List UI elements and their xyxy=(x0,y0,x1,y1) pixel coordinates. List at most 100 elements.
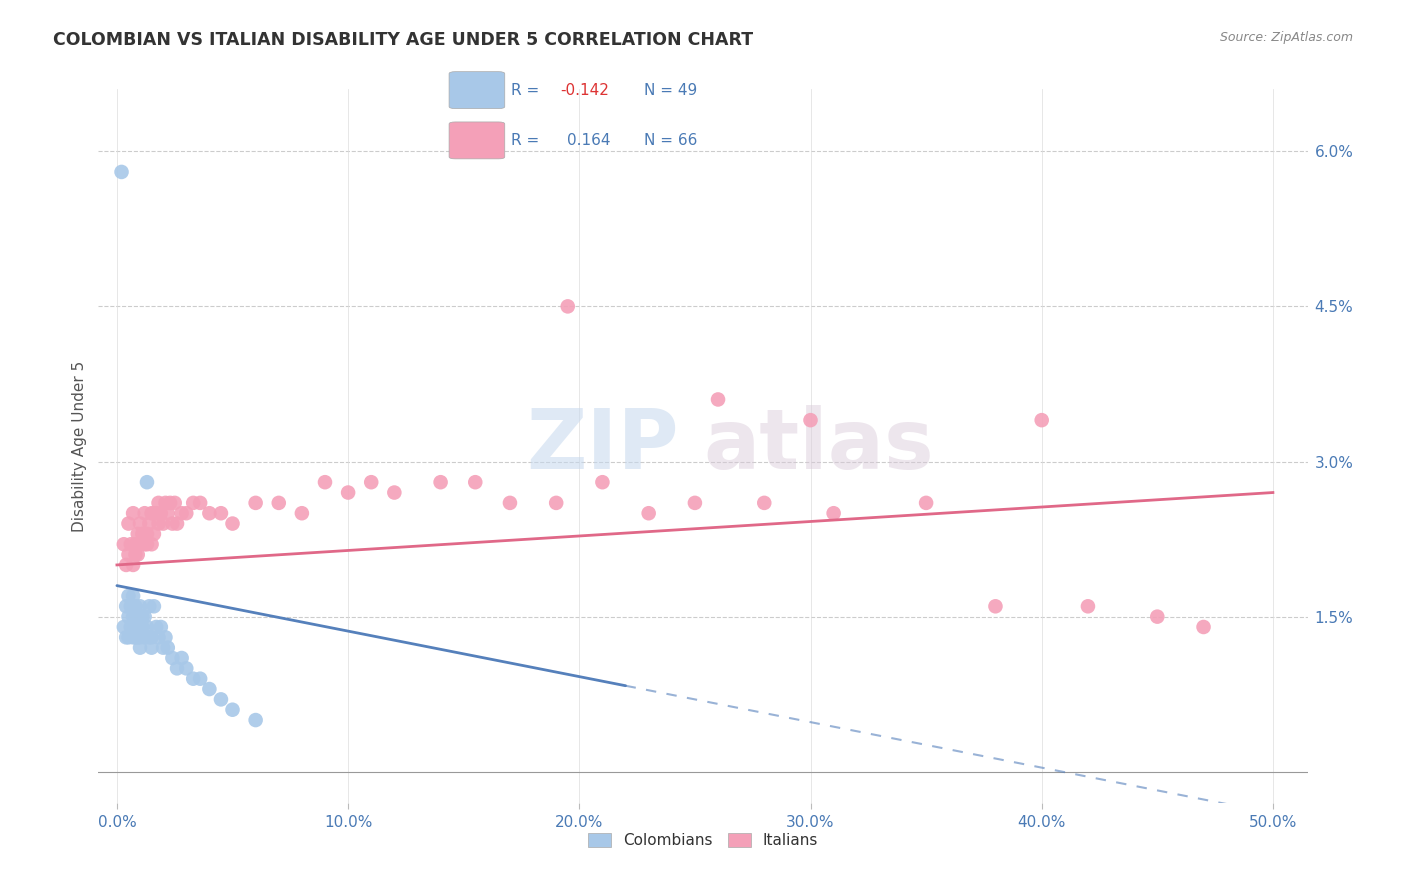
Point xyxy=(291,506,314,520)
Point xyxy=(683,496,706,510)
Point xyxy=(245,713,267,727)
Point xyxy=(155,496,177,510)
Point xyxy=(127,609,149,624)
Point xyxy=(112,537,135,551)
Point xyxy=(131,620,153,634)
Point xyxy=(499,496,522,510)
Point xyxy=(138,599,160,614)
Text: Source: ZipAtlas.com: Source: ZipAtlas.com xyxy=(1219,31,1353,45)
Point xyxy=(637,506,659,520)
Text: COLOMBIAN VS ITALIAN DISABILITY AGE UNDER 5 CORRELATION CHART: COLOMBIAN VS ITALIAN DISABILITY AGE UNDE… xyxy=(53,31,754,49)
Point xyxy=(754,496,776,510)
Point xyxy=(124,630,146,644)
Point xyxy=(166,661,188,675)
Point xyxy=(115,599,138,614)
Point xyxy=(181,672,204,686)
Point xyxy=(149,506,172,520)
Point xyxy=(122,630,145,644)
Point xyxy=(138,630,160,644)
Point xyxy=(129,599,152,614)
Point xyxy=(117,609,139,624)
Point xyxy=(127,548,149,562)
Point xyxy=(141,630,163,644)
Point xyxy=(245,496,267,510)
Point xyxy=(591,475,613,490)
Point xyxy=(162,516,184,531)
Text: R =: R = xyxy=(510,133,548,148)
Point xyxy=(122,558,145,572)
Point xyxy=(141,537,163,551)
Text: R =: R = xyxy=(510,83,544,97)
Point xyxy=(148,516,170,531)
Point xyxy=(145,620,167,634)
Point xyxy=(174,661,197,675)
Point xyxy=(148,496,170,510)
Point xyxy=(136,537,159,551)
Point xyxy=(149,620,172,634)
Point xyxy=(174,506,197,520)
Point xyxy=(142,506,165,520)
Point xyxy=(127,630,149,644)
Point xyxy=(156,506,179,520)
Point xyxy=(163,496,186,510)
Point xyxy=(115,558,138,572)
Point xyxy=(134,630,156,644)
Text: atlas: atlas xyxy=(703,406,934,486)
Point xyxy=(1146,609,1168,624)
Point xyxy=(136,527,159,541)
Point xyxy=(134,537,156,551)
Point xyxy=(152,640,174,655)
Point xyxy=(360,475,382,490)
Point xyxy=(142,527,165,541)
Point xyxy=(129,630,152,644)
Point xyxy=(221,703,243,717)
Text: -0.142: -0.142 xyxy=(561,83,609,97)
Point xyxy=(138,516,160,531)
Point xyxy=(117,630,139,644)
Point xyxy=(546,496,568,510)
Point xyxy=(188,496,211,510)
Point xyxy=(1031,413,1053,427)
Point xyxy=(120,537,142,551)
Point xyxy=(127,620,149,634)
Text: N = 49: N = 49 xyxy=(644,83,697,97)
Point xyxy=(145,506,167,520)
Point xyxy=(134,506,156,520)
Point xyxy=(122,506,145,520)
Point xyxy=(429,475,451,490)
Point xyxy=(129,516,152,531)
Point xyxy=(337,485,360,500)
FancyBboxPatch shape xyxy=(449,122,505,159)
Point xyxy=(267,496,290,510)
Point xyxy=(117,516,139,531)
Point xyxy=(209,692,232,706)
Point xyxy=(464,475,486,490)
Point xyxy=(136,475,159,490)
Point xyxy=(124,537,146,551)
Point xyxy=(382,485,405,500)
Point xyxy=(188,672,211,686)
Point xyxy=(209,506,232,520)
Point xyxy=(142,599,165,614)
Point xyxy=(198,506,221,520)
Text: N = 66: N = 66 xyxy=(644,133,697,148)
Point xyxy=(124,599,146,614)
Point xyxy=(156,640,179,655)
Point xyxy=(221,516,243,531)
Point xyxy=(129,537,152,551)
Point xyxy=(122,589,145,603)
Point xyxy=(1192,620,1215,634)
Point xyxy=(557,299,579,313)
Point xyxy=(131,527,153,541)
Point xyxy=(129,620,152,634)
Point xyxy=(152,516,174,531)
Point xyxy=(170,651,193,665)
Point xyxy=(170,506,193,520)
Point xyxy=(122,609,145,624)
Point xyxy=(181,496,204,510)
Point xyxy=(707,392,730,407)
Point xyxy=(1077,599,1099,614)
Y-axis label: Disability Age Under 5: Disability Age Under 5 xyxy=(72,360,87,532)
Point xyxy=(117,548,139,562)
Point xyxy=(124,548,146,562)
